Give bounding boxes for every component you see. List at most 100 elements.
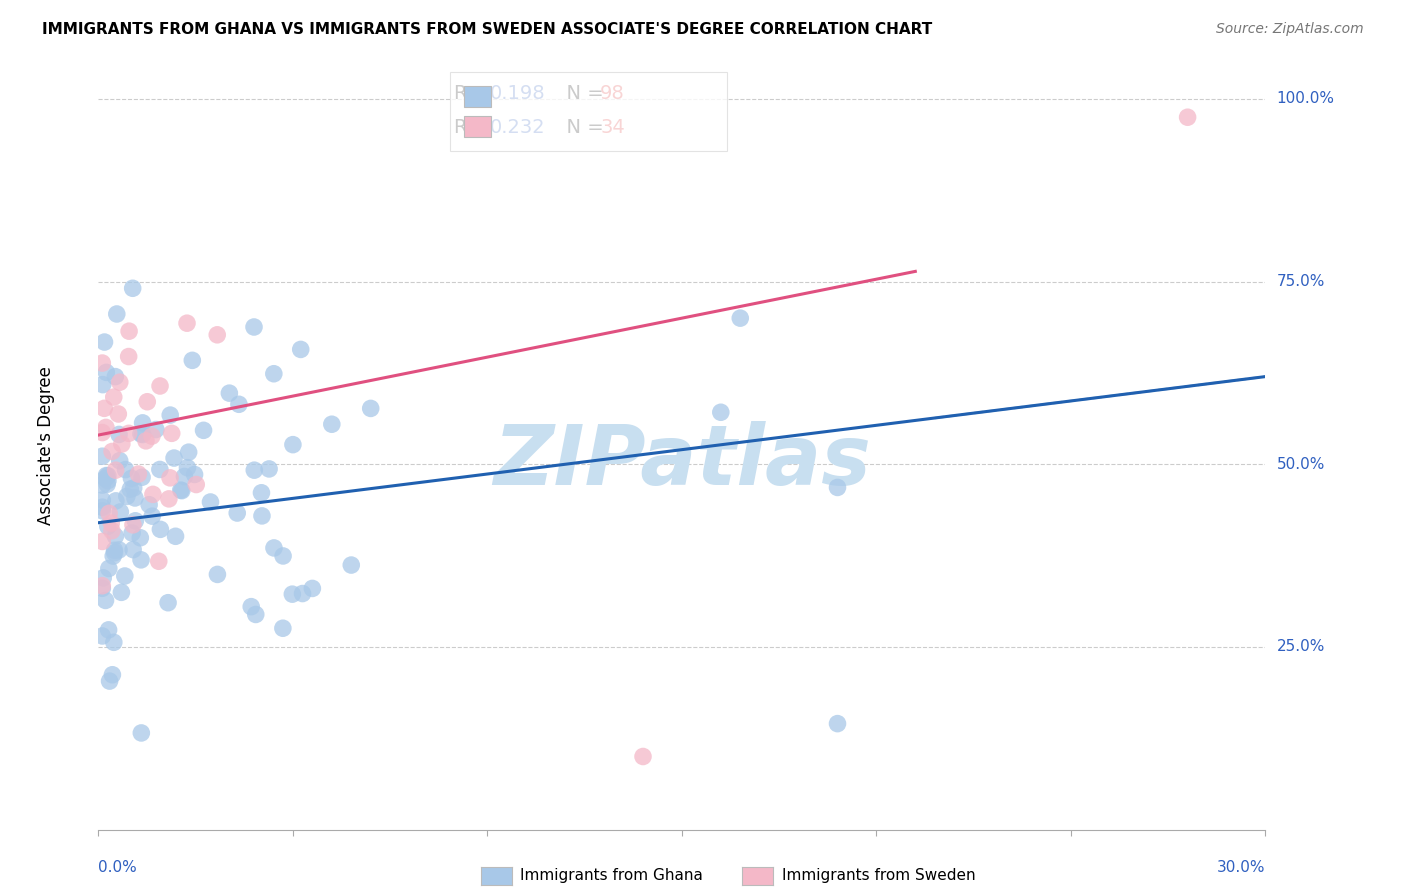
Point [129, 531, 152, 545]
Point [103, 635, 125, 649]
Point [131, 427, 153, 442]
Point [121, 526, 143, 541]
Point [96, 365, 118, 379]
Point [114, 462, 136, 476]
Point [173, 469, 195, 483]
Point [94, 593, 117, 607]
Text: 0.0%: 0.0% [98, 860, 138, 875]
Point [91, 493, 114, 508]
Point [170, 483, 193, 497]
Point [121, 281, 143, 295]
Text: ZIPatlas: ZIPatlas [494, 421, 870, 502]
Point [183, 467, 205, 482]
Text: Source: ZipAtlas.com: Source: ZipAtlas.com [1216, 22, 1364, 37]
Text: IMMIGRANTS FROM GHANA VS IMMIGRANTS FROM SWEDEN ASSOCIATE'S DEGREE CORRELATION C: IMMIGRANTS FROM GHANA VS IMMIGRANTS FROM… [42, 22, 932, 37]
Point [118, 324, 141, 338]
Point [97, 474, 120, 488]
Point [181, 353, 204, 368]
Point [91, 579, 114, 593]
Point [101, 524, 124, 538]
Point [160, 426, 183, 441]
Point [141, 509, 163, 524]
Point [103, 390, 125, 404]
Point [124, 514, 146, 528]
Point [120, 482, 142, 496]
Point [193, 423, 215, 437]
Point [149, 522, 172, 536]
Point [96, 477, 118, 491]
Point [135, 434, 157, 448]
Point [136, 394, 159, 409]
Point [243, 320, 266, 334]
Text: 50.0%: 50.0% [1277, 457, 1324, 472]
Text: Immigrants from Sweden: Immigrants from Sweden [782, 869, 976, 883]
Point [91, 356, 114, 370]
Point [186, 477, 208, 491]
Point [93, 401, 115, 416]
Point [170, 483, 193, 498]
Point [631, 749, 654, 764]
Point [1177, 110, 1199, 124]
Point [301, 582, 323, 596]
Point [159, 471, 181, 485]
Point [245, 607, 267, 622]
Point [148, 554, 170, 568]
Point [91, 504, 114, 518]
Point [159, 408, 181, 422]
Point [103, 549, 125, 563]
Point [108, 543, 131, 558]
Point [131, 416, 153, 430]
Point [118, 350, 141, 364]
Point [730, 311, 752, 326]
Point [91, 571, 114, 585]
Point [97, 561, 120, 575]
Point [207, 327, 229, 342]
Point [263, 367, 285, 381]
Point [142, 487, 165, 501]
Point [103, 543, 125, 558]
Text: 34: 34 [600, 118, 626, 137]
Point [108, 427, 131, 442]
Point [243, 463, 266, 477]
Point [710, 405, 733, 419]
Point [96, 468, 118, 483]
Point [94, 420, 117, 434]
Point [93, 334, 115, 349]
Point [124, 491, 146, 505]
Point [91, 478, 114, 492]
Point [165, 529, 187, 543]
Point [91, 377, 114, 392]
Point [263, 541, 285, 555]
Point [340, 558, 363, 572]
Point [104, 493, 127, 508]
Point [149, 379, 172, 393]
Point [104, 369, 127, 384]
Text: 30.0%: 30.0% [1218, 860, 1265, 875]
Point [157, 596, 180, 610]
Point [108, 375, 131, 389]
Point [145, 423, 167, 437]
Point [257, 462, 280, 476]
Point [131, 470, 153, 484]
Point [271, 549, 294, 563]
Text: R =: R = [454, 118, 496, 137]
Point [118, 426, 141, 441]
Point [176, 460, 198, 475]
Point [115, 489, 138, 503]
Point [163, 451, 186, 466]
Point [207, 567, 229, 582]
Point [98, 674, 121, 689]
Point [129, 553, 152, 567]
Point [271, 621, 294, 635]
Point [131, 726, 153, 740]
Point [98, 506, 121, 520]
Point [104, 529, 127, 543]
Point [290, 343, 312, 357]
Point [827, 716, 849, 731]
Point [141, 429, 163, 443]
Point [104, 463, 127, 477]
Text: 100.0%: 100.0% [1277, 92, 1334, 106]
Point [97, 519, 120, 533]
Point [226, 506, 249, 520]
Point [321, 417, 343, 432]
